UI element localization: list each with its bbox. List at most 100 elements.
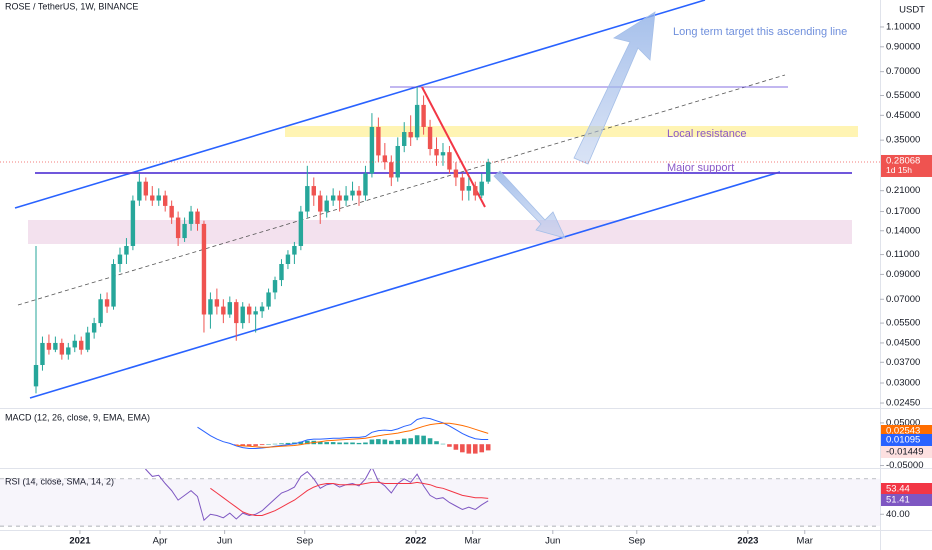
x-tick-label: Apr [153, 536, 168, 547]
histogram-bar [440, 443, 446, 445]
candle-body [389, 162, 394, 178]
histogram-bar [466, 444, 472, 454]
candle-body [421, 104, 426, 127]
x-tick-label: Mar [797, 536, 813, 547]
candle-body [363, 173, 368, 196]
candle-body [98, 299, 103, 324]
candles [33, 86, 491, 394]
candle-body [318, 195, 323, 212]
candle-body [395, 145, 400, 178]
last-price: 0.28068 [886, 155, 920, 166]
value-label: 0.01095 [886, 435, 920, 446]
candle-body [46, 342, 52, 350]
candle-body [59, 342, 65, 355]
value-box [881, 483, 932, 495]
candle-body [473, 186, 478, 196]
histogram-bar [279, 443, 284, 445]
histogram-bar [421, 435, 426, 445]
macd-title: MACD (12, 26, close, 9, EMA, EMA) [5, 412, 150, 422]
up-arrow [573, 11, 656, 165]
histogram-bar [350, 442, 355, 445]
histogram-bar [246, 444, 252, 447]
countdown: 1d 15h [886, 165, 912, 175]
histogram-bar [414, 435, 420, 445]
y-tick-label: 0.03700 [886, 357, 920, 368]
candle-body [201, 223, 207, 315]
histogram-bar [266, 444, 271, 445]
candle-body [253, 311, 258, 315]
candle-body [91, 323, 97, 333]
currency: USDT [899, 5, 925, 16]
x-tick-label: Jun [217, 536, 232, 547]
y-tick-label: 0.02450 [886, 398, 920, 409]
candle-body [175, 217, 181, 239]
candle-body [382, 155, 388, 163]
candle-body [150, 195, 155, 201]
candle-body [72, 340, 77, 348]
candle-body [130, 200, 136, 246]
histogram-bar [240, 444, 246, 446]
histogram-bar [389, 440, 394, 445]
candle-body [279, 264, 284, 281]
y-tick-label: 40.00 [886, 509, 910, 520]
candle-body [143, 181, 149, 196]
y-tick-label: 0.55000 [886, 90, 920, 101]
candle-body [356, 190, 362, 196]
histogram-bar [434, 441, 439, 445]
candle-body [376, 126, 381, 156]
y-tick-label: 0.11000 [886, 249, 920, 260]
candle-body [137, 181, 142, 201]
histogram-bar [272, 443, 278, 445]
y-tick-label: 0.05000 [886, 417, 920, 428]
value-label: -0.01449 [886, 447, 924, 458]
histogram-bar [395, 439, 401, 445]
rsi-ma-line [210, 481, 489, 516]
value-label: 51.41 [886, 495, 910, 506]
x-tick-label: Sep [628, 536, 645, 547]
candle-body [66, 347, 71, 355]
histogram-bar [324, 442, 329, 445]
histogram-bar [382, 439, 388, 445]
annotation: Local resistance [667, 128, 747, 140]
annotation: Major support [667, 162, 734, 174]
candle-body [227, 302, 232, 315]
candle-body [85, 332, 90, 350]
candle-body [447, 152, 452, 170]
histogram-bar [460, 444, 465, 453]
y-tick-label: 0.17000 [886, 206, 920, 217]
candle-body [272, 280, 278, 293]
drawings: Long term target this ascending line Loc… [14, 0, 858, 399]
candle-body [479, 181, 484, 196]
candle-body [311, 186, 316, 196]
candle-body [466, 186, 472, 191]
demand-zone [28, 220, 852, 244]
histogram-bar [485, 444, 491, 451]
candle-body [79, 340, 84, 350]
candle-body [208, 299, 213, 315]
y-tick-label: 0.14000 [886, 225, 920, 236]
candle-body [221, 306, 226, 315]
candle-body [195, 211, 200, 224]
x-tick-label: Mar [465, 536, 481, 547]
candle-body [337, 195, 342, 201]
x-tick-label: Sep [296, 536, 313, 547]
candle-body [369, 126, 375, 174]
y-tick-label: -0.05000 [886, 460, 924, 471]
candle-body [266, 292, 271, 307]
candle-body [324, 200, 329, 212]
histogram-bar [305, 440, 310, 445]
x-tick-label: 2023 [737, 536, 758, 547]
histogram-bar [298, 441, 304, 445]
candle-body [182, 223, 187, 239]
rsi-title: RSI (14, close, SMA, 14, 2) [5, 476, 114, 486]
y-tick-label: 0.09000 [886, 269, 920, 280]
candle-body [169, 205, 174, 218]
candle-body [259, 306, 265, 312]
histogram-bar [330, 442, 336, 445]
histogram-bar [285, 442, 291, 445]
histogram-bar [472, 444, 478, 454]
candle-body [460, 177, 465, 191]
histogram-bar [376, 439, 381, 445]
histogram-bar [453, 444, 459, 450]
y-tick-label: 0.21000 [886, 185, 920, 196]
